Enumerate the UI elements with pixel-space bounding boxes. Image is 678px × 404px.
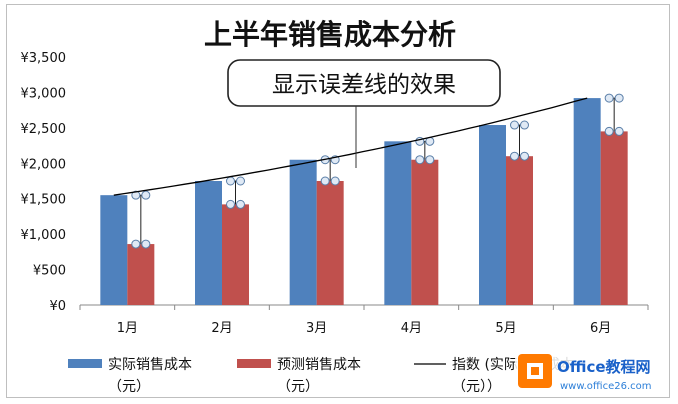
bar-actual bbox=[384, 141, 412, 305]
x-axis: 1月 2月 3月 4月 5月 6月 bbox=[79, 304, 649, 336]
error-bar-marker bbox=[226, 199, 235, 209]
error-bar-marker bbox=[131, 190, 141, 200]
x-tick-label: 6月 bbox=[590, 321, 611, 336]
error-bar-marker bbox=[415, 155, 425, 165]
error-bar-marker bbox=[510, 151, 519, 161]
error-bar-marker bbox=[510, 120, 519, 130]
error-bar-marker bbox=[320, 176, 330, 186]
error-bar-marker bbox=[520, 151, 529, 161]
bars bbox=[100, 98, 628, 306]
legend-label-actual-1: 实际销售成本 bbox=[108, 357, 192, 373]
bar-forecast bbox=[506, 156, 533, 305]
bar-actual bbox=[289, 159, 317, 305]
error-bar-marker bbox=[330, 176, 340, 186]
error-bar-marker bbox=[604, 126, 614, 136]
bar-forecast bbox=[127, 244, 155, 305]
legend-label-actual-2: （元） bbox=[108, 379, 150, 395]
error-bar-marker bbox=[141, 190, 151, 200]
x-tick-label: 5月 bbox=[495, 321, 516, 336]
error-bar-marker bbox=[520, 120, 529, 130]
bar-actual bbox=[573, 98, 601, 306]
y-tick-label: ¥1,000 bbox=[21, 228, 67, 243]
x-tick-label: 1月 bbox=[117, 321, 138, 336]
legend-label-forecast-2: （元） bbox=[277, 379, 319, 395]
y-tick-label: ¥500 bbox=[33, 264, 66, 279]
bar-actual bbox=[479, 125, 506, 305]
error-bar-marker bbox=[614, 126, 624, 136]
bar-actual bbox=[195, 181, 222, 305]
error-bar-marker bbox=[236, 199, 245, 209]
bar-forecast bbox=[600, 131, 628, 305]
legend-label-forecast-1: 预测销售成本 bbox=[277, 357, 361, 373]
error-bar-marker bbox=[141, 239, 151, 249]
bar-forecast bbox=[222, 204, 249, 305]
error-bar-marker bbox=[236, 176, 245, 186]
y-tick-label: ¥3,500 bbox=[21, 51, 67, 66]
error-bars bbox=[131, 93, 624, 249]
x-tick-label: 2月 bbox=[211, 321, 232, 336]
bar-forecast bbox=[316, 181, 344, 305]
y-axis: ¥0 ¥500 ¥1,000 ¥1,500 ¥2,000 ¥2,500 ¥3,000 ¥3,5… bbox=[21, 51, 67, 314]
chart-title: 上半年销售成本分析 bbox=[204, 18, 456, 51]
y-tick-label: ¥2,000 bbox=[21, 157, 67, 172]
watermark-logo-text: Office教程网 bbox=[557, 358, 651, 376]
error-bar-marker bbox=[614, 93, 624, 103]
y-tick-label: ¥0 bbox=[49, 299, 66, 314]
bar-actual bbox=[100, 195, 128, 305]
x-tick-label: 3月 bbox=[306, 321, 327, 336]
legend: 实际销售成本 （元） 预测销售成本 （元） 指数 (实际销售成本 （元）） bbox=[68, 357, 574, 395]
watermark: Office教程网 www.office26.com bbox=[515, 350, 663, 396]
legend-label-trend-2: （元）） bbox=[452, 379, 501, 395]
bar-forecast bbox=[411, 159, 439, 305]
legend-swatch-actual bbox=[68, 359, 102, 368]
error-bar-marker bbox=[604, 93, 614, 103]
annotation-text: 显示误差线的效果 bbox=[272, 72, 456, 98]
y-tick-label: ¥3,000 bbox=[21, 86, 67, 101]
error-bar-marker bbox=[131, 239, 141, 249]
y-tick-label: ¥2,500 bbox=[21, 122, 67, 137]
trendline-path bbox=[113, 97, 588, 196]
error-bar-marker bbox=[226, 176, 235, 186]
x-tick-label: 4月 bbox=[401, 321, 422, 336]
annotation-box bbox=[227, 59, 501, 107]
trendline bbox=[113, 97, 588, 196]
office-logo-icon-core bbox=[531, 367, 539, 375]
watermark-url: www.office26.com bbox=[560, 381, 652, 392]
annotation-callout: 显示误差线的效果 bbox=[227, 59, 501, 168]
error-bar-marker bbox=[425, 155, 435, 165]
y-tick-label: ¥1,500 bbox=[21, 193, 67, 208]
legend-swatch-forecast bbox=[237, 359, 271, 368]
